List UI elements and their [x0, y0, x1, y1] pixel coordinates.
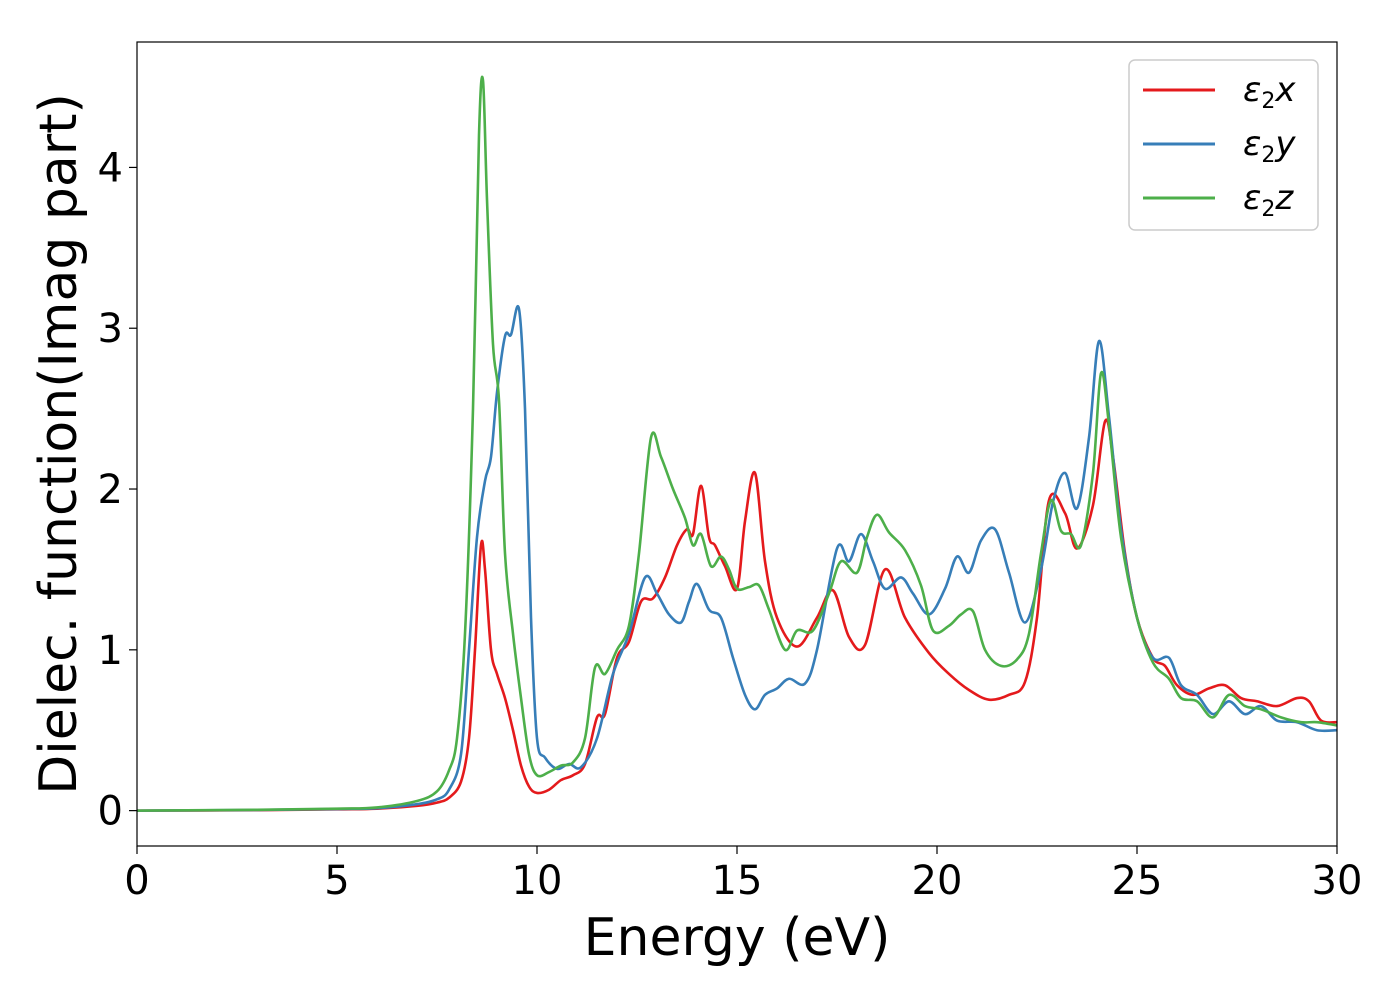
series-line-z [136, 75, 1338, 812]
y-tick-label: 3 [98, 306, 123, 352]
x-tick-label: 15 [712, 858, 763, 904]
x-tick-label: 20 [912, 858, 963, 904]
y-axis-label: Dielec. function(Imag part) [29, 93, 89, 795]
y-tick-label: 2 [98, 467, 123, 513]
x-tick-label: 0 [124, 858, 149, 904]
legend-box [1128, 59, 1319, 231]
legend-entry-z: ε2z [1143, 178, 1294, 222]
y-axis-ticks: 0 1 2 3 4 [98, 145, 137, 835]
x-tick-label: 25 [1112, 858, 1163, 904]
x-axis-label: Energy (eV) [584, 908, 891, 968]
legend-entry-x: ε2x [1143, 70, 1296, 114]
legend-label: ε2z [1243, 178, 1294, 222]
y-tick-label: 0 [98, 789, 123, 835]
legend: ε2x ε2y ε2z [1128, 59, 1319, 231]
legend-entry-y: ε2y [1143, 124, 1296, 168]
x-tick-label: 5 [324, 858, 349, 904]
y-tick-label: 1 [98, 628, 123, 674]
legend-label: ε2x [1243, 70, 1296, 114]
x-tick-label: 10 [512, 858, 563, 904]
y-tick-label: 4 [98, 145, 123, 191]
plot-lines [136, 75, 1338, 812]
legend-label: ε2y [1243, 124, 1296, 168]
x-axis-ticks: 0 5 10 15 20 25 30 [124, 846, 1362, 904]
x-tick-label: 30 [1312, 858, 1363, 904]
